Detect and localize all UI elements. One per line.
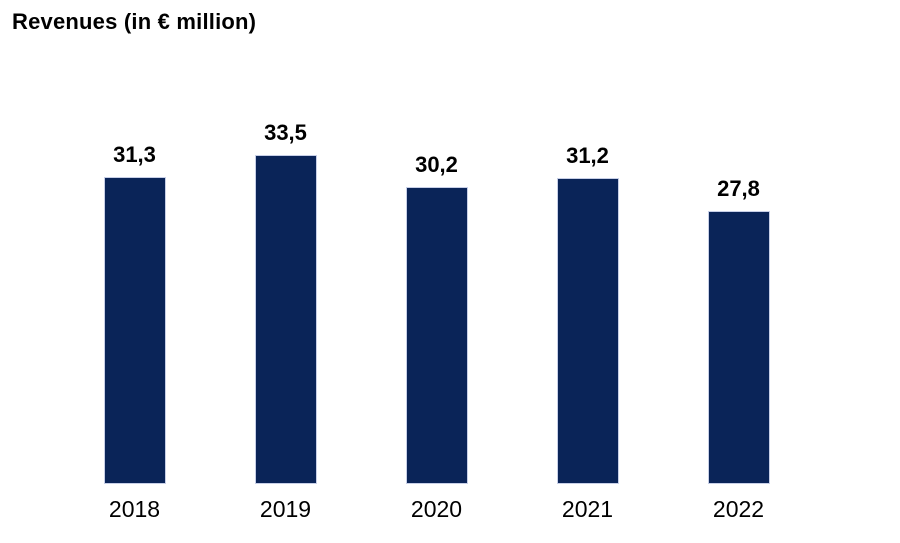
- bar-value-label: 27,8: [717, 176, 760, 201]
- x-tick-label: 2021: [561, 496, 614, 522]
- x-tick-label: 2020: [410, 496, 463, 522]
- bar-value-label: 31,2: [566, 142, 609, 168]
- bar: [254, 155, 317, 484]
- chart-title: Revenues (in € million): [12, 9, 257, 34]
- x-axis: 2018 2019 2020 2021 2022: [59, 496, 814, 522]
- bar-value-label: 31,3: [113, 141, 156, 167]
- bar-column: 30,2: [361, 154, 512, 484]
- bar-value-label: 33,5: [264, 120, 307, 145]
- bar: [556, 177, 619, 484]
- x-tick-label: 2022: [712, 496, 765, 522]
- bar: [707, 211, 770, 484]
- x-tick-label: 2019: [259, 496, 312, 522]
- bar-column: 27,8: [663, 178, 814, 484]
- bar: [103, 176, 166, 484]
- x-tick-label: 2018: [108, 496, 161, 522]
- bar-column: 31,3: [59, 141, 210, 484]
- bar-chart: 31,3 33,5 30,2 31,2 27,8: [59, 0, 814, 484]
- bar-column: 33,5: [210, 122, 361, 484]
- bar: [405, 187, 468, 484]
- bar-value-label: 30,2: [415, 152, 458, 178]
- bar-column: 31,2: [512, 142, 663, 484]
